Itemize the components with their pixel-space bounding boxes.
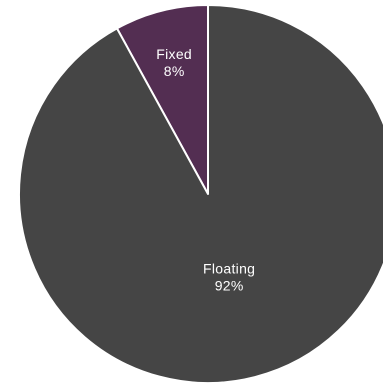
pie-slices: [18, 4, 383, 383]
pie-label-fixed-value: 8%: [164, 63, 185, 79]
pie-slice-floating: [18, 4, 383, 383]
pie-label-floating-name: Floating: [203, 260, 255, 276]
pie-slice-fixed: [115, 4, 209, 195]
pie-label-fixed-name: Fixed: [156, 46, 192, 62]
pie-label-floating-value: 92%: [215, 277, 244, 293]
